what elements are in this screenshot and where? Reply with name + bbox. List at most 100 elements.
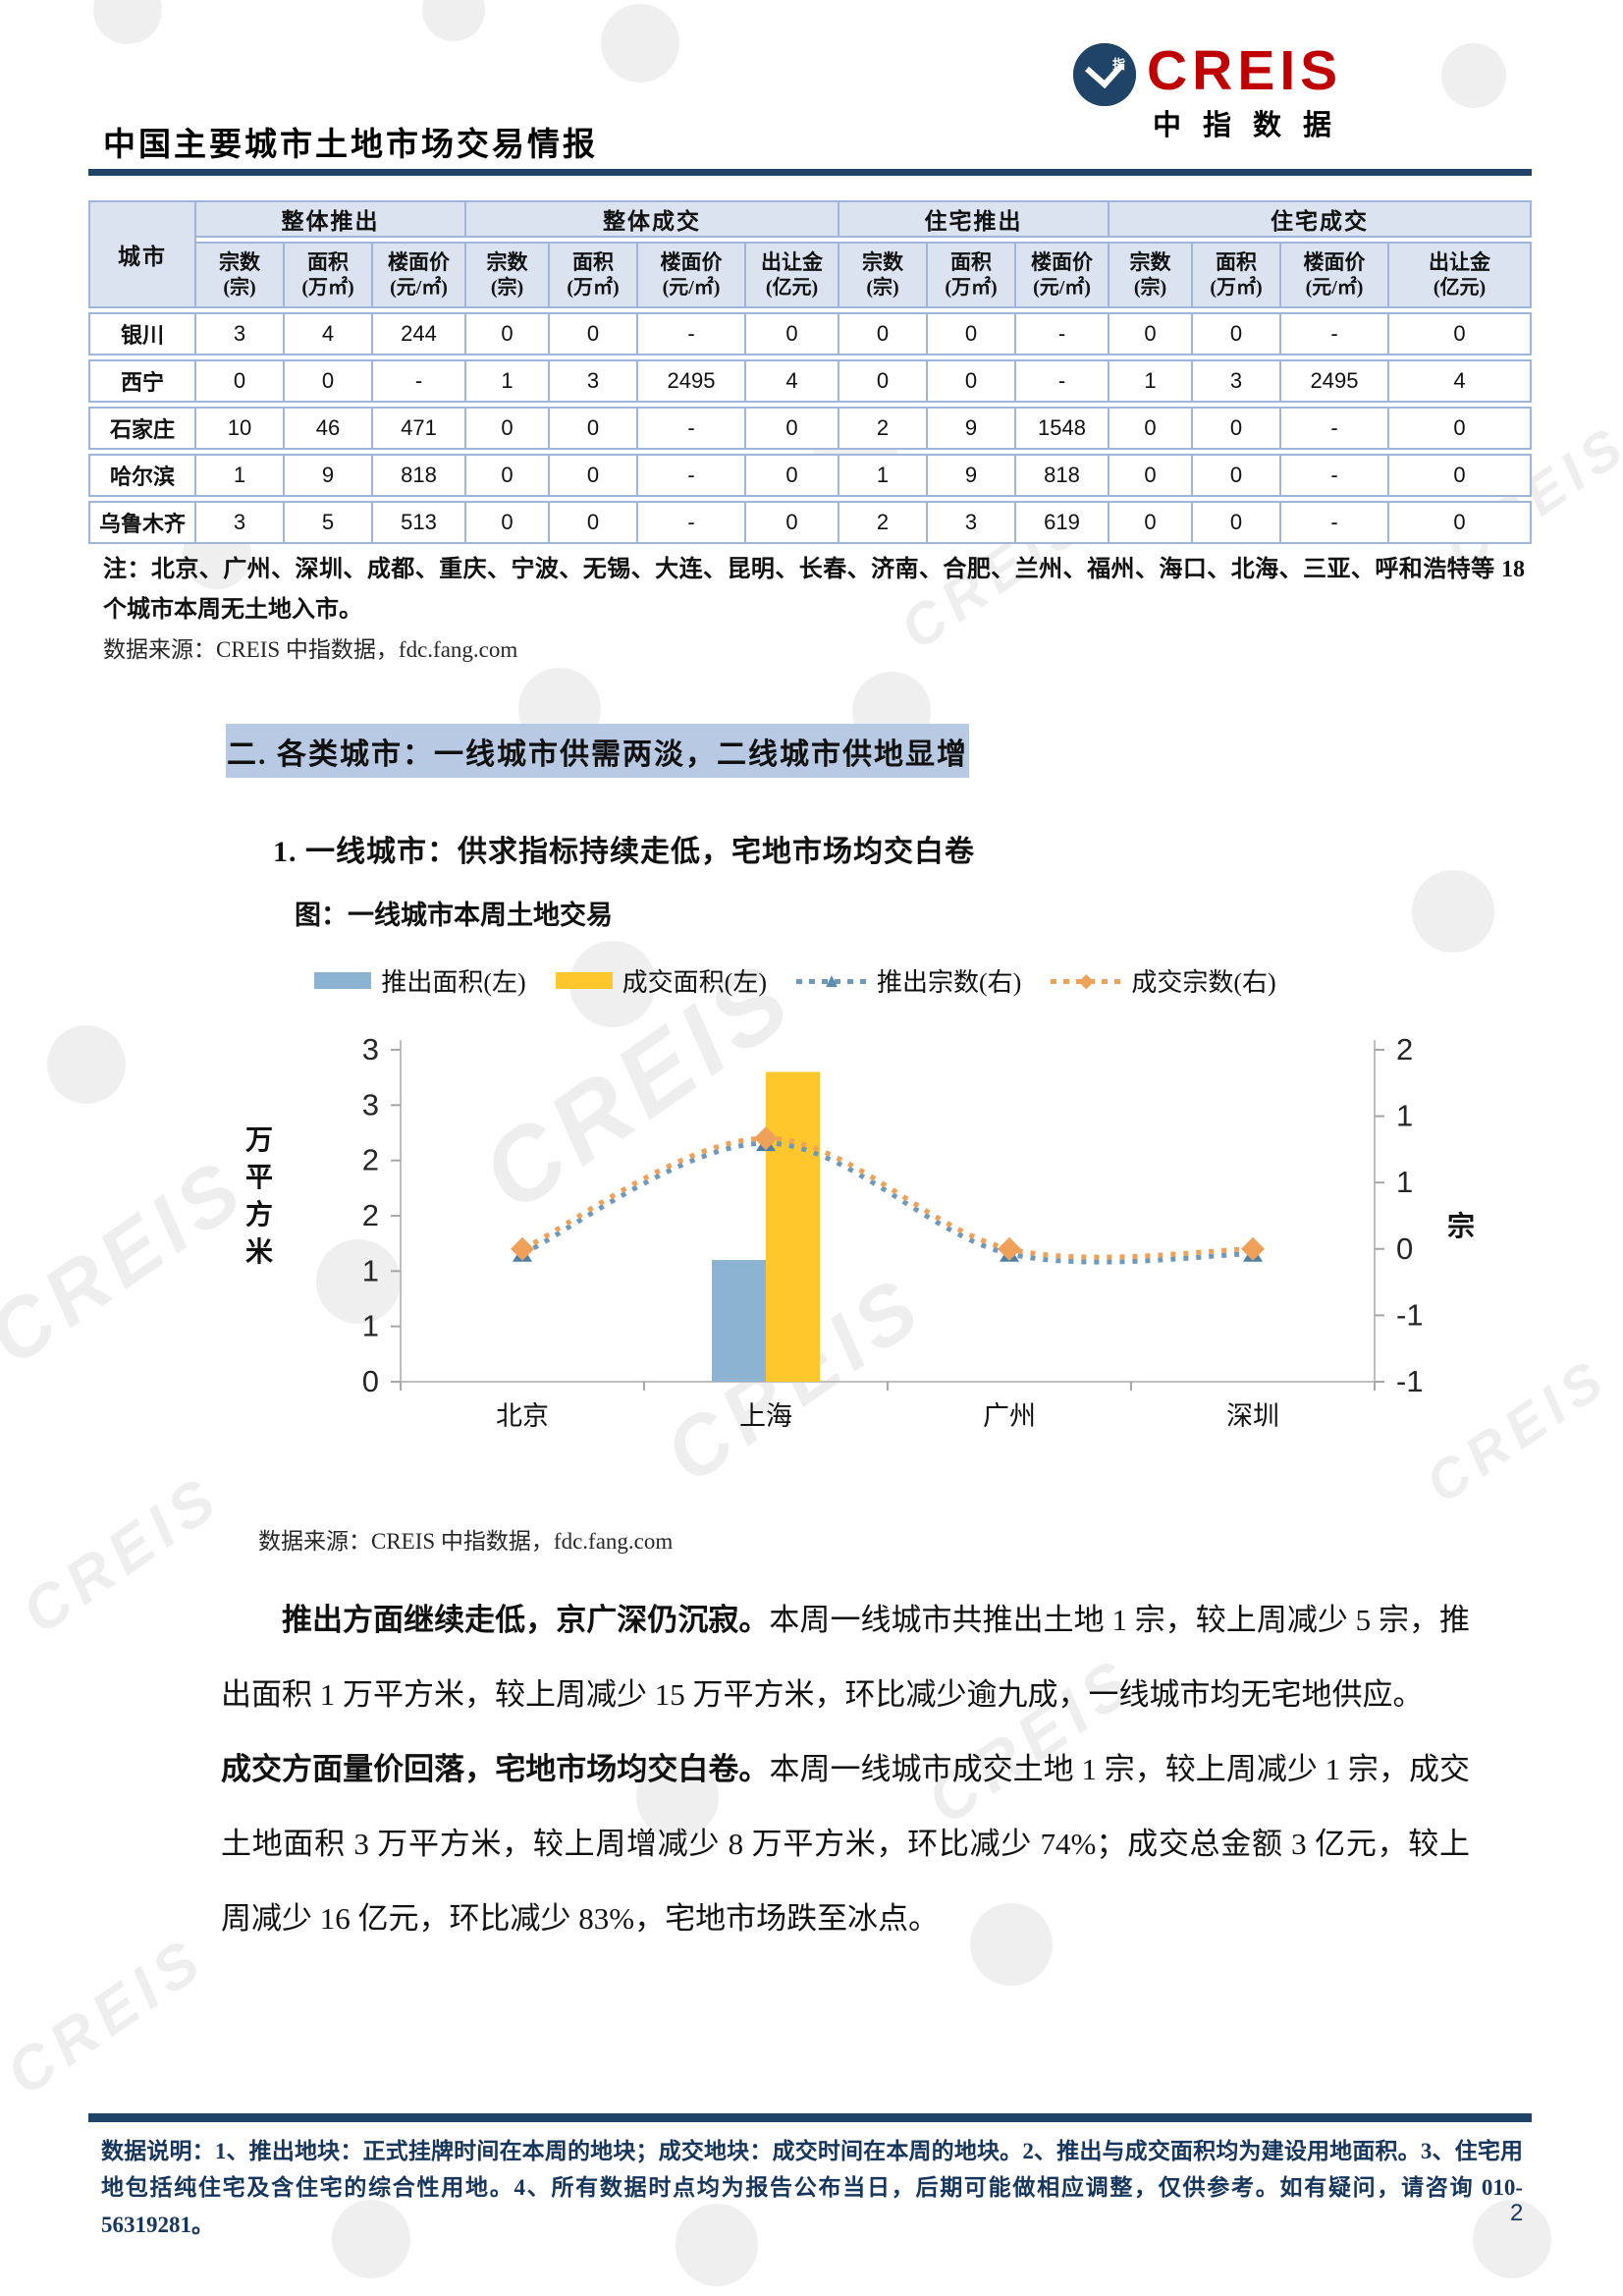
value-cell: 5 — [285, 501, 373, 544]
svg-text:-1: -1 — [1396, 1364, 1424, 1398]
city-cell: 银川 — [88, 312, 196, 355]
col-group-header: 住宅成交 — [1109, 200, 1533, 238]
value-cell: 1 — [196, 454, 285, 497]
footer-note: 数据说明：1、推出地块：正式挂牌时间在本周的地块；成交地块：成交时间在本周的地块… — [101, 2139, 1523, 2237]
value-cell: 0 — [839, 312, 929, 355]
table-source: 数据来源：CREIS 中指数据，fdc.fang.com — [103, 637, 518, 662]
svg-text:2: 2 — [362, 1198, 379, 1232]
value-cell: - — [373, 359, 467, 403]
value-cell: 0 — [746, 407, 840, 450]
value-cell: 0 — [1389, 501, 1533, 544]
value-cell: 3 — [550, 359, 639, 403]
value-cell: 0 — [928, 312, 1017, 355]
legend-bar-swatch-icon — [555, 972, 613, 989]
svg-text:3: 3 — [362, 1087, 379, 1121]
value-cell: 9 — [928, 454, 1017, 497]
chart-area: 3 3 2 2 1 1 0 2 1 1 0 -1 -1 北京 上海 广州 深圳 万平方米宗 — [216, 1011, 1502, 1468]
value-cell: - — [638, 312, 747, 355]
value-cell: 0 — [1389, 454, 1533, 497]
value-cell: 619 — [1016, 501, 1110, 544]
value-cell: 818 — [1016, 454, 1110, 497]
legend-line-swatch-icon: ◆ — [1051, 969, 1122, 993]
col-subheader: 面积 (万㎡) — [285, 242, 373, 308]
value-cell: 0 — [550, 501, 639, 544]
col-subheader: 楼面价 (元/㎡) — [638, 242, 747, 308]
value-cell: 0 — [550, 407, 639, 450]
chart-legend: 推出面积(左) 成交面积(左) ▲ 推出宗数(右) ◆ 成交宗数(右) — [226, 962, 1365, 999]
creis-logo-text: CREIS — [1147, 39, 1343, 102]
legend-item: ◆ 成交宗数(右) — [1051, 962, 1276, 999]
svg-text:1: 1 — [1396, 1099, 1413, 1133]
watermark-circle — [601, 4, 679, 82]
col-subheader: 楼面价 (元/㎡) — [1016, 242, 1110, 308]
value-cell: 0 — [839, 359, 929, 403]
paragraph: 成交方面量价回落，宅地市场均交白卷。本周一线城市成交土地 1 宗，较上周减少 1… — [221, 1732, 1470, 1956]
svg-text:北京: 北京 — [496, 1401, 549, 1431]
value-cell: 4 — [1389, 359, 1533, 403]
value-cell: 2 — [839, 501, 929, 544]
table-row: 石家庄 10 46 471 0 0-0 2 9 1548 0 0-0 — [88, 407, 1533, 450]
svg-text:3: 3 — [362, 1032, 379, 1066]
legend-label: 推出宗数(右) — [877, 968, 1022, 997]
paragraph-body: 本周一线城市成交土地 1 宗，较上周减少 1 宗，成交土地面积 3 万平方米，较… — [221, 1751, 1471, 1936]
paragraph: 推出方面继续走低，京广深仍沉寂。本周一线城市共推出土地 1 宗，较上周减少 5 … — [221, 1583, 1470, 1732]
col-group-header: 整体成交 — [466, 200, 840, 238]
value-cell: - — [1016, 312, 1110, 355]
value-cell: 0 — [1109, 501, 1194, 544]
value-cell: 1 — [839, 454, 929, 497]
col-subheader: 宗数 (宗) — [466, 242, 551, 308]
legend-item: ▲ 推出宗数(右) — [796, 962, 1021, 999]
value-cell: 1548 — [1016, 407, 1110, 450]
table-note: 注：北京、广州、深圳、成都、重庆、宁波、无锡、大连、昆明、长春、济南、合肥、兰州… — [103, 557, 1525, 623]
watermark-creis: CREIS — [0, 1924, 219, 2109]
legend-label: 推出面积(左) — [381, 968, 526, 997]
value-cell: 0 — [285, 359, 373, 403]
value-cell: 2495 — [638, 359, 747, 403]
legend-line-swatch-icon: ▲ — [796, 969, 867, 993]
watermark-circle — [93, 0, 162, 44]
value-cell: 0 — [746, 501, 840, 544]
svg-text:1: 1 — [362, 1309, 379, 1343]
footer-rule — [88, 2113, 1532, 2122]
col-subheader: 出让金 (亿元) — [1389, 242, 1533, 308]
svg-text:-1: -1 — [1396, 1297, 1424, 1332]
value-cell: 4 — [285, 312, 373, 355]
col-subheader: 宗数 (宗) — [1109, 242, 1194, 308]
svg-text:广州: 广州 — [983, 1401, 1036, 1431]
table-row: 西宁 0 0-1 3 2495 4 0 0-1 3 2495 4 — [88, 359, 1533, 403]
svg-text:1: 1 — [1396, 1165, 1413, 1199]
col-subheader: 出让金 (亿元) — [746, 242, 840, 308]
watermark-creis: CREIS — [10, 1462, 235, 1648]
value-cell: - — [638, 407, 747, 450]
value-cell: 3 — [196, 501, 285, 544]
value-cell: 3 — [196, 312, 285, 355]
value-cell: 0 — [1193, 312, 1282, 355]
value-cell: 0 — [550, 312, 639, 355]
creis-logo-subtext: 中指数据 — [1153, 110, 1354, 141]
legend-label: 成交宗数(右) — [1131, 968, 1276, 997]
creis-badge-icon: 指 — [1073, 43, 1136, 106]
value-cell: 0 — [466, 501, 551, 544]
value-cell: 9 — [928, 407, 1017, 450]
value-cell: 46 — [285, 407, 373, 450]
value-cell: 0 — [466, 454, 551, 497]
svg-text:0: 0 — [1396, 1231, 1413, 1266]
value-cell: 0 — [746, 454, 840, 497]
value-cell: 818 — [373, 454, 467, 497]
col-subheader: 楼面价 (元/㎡) — [1281, 242, 1390, 308]
col-group-header: 住宅推出 — [839, 200, 1110, 238]
page-number: 2 — [1510, 2200, 1524, 2226]
value-cell: 2 — [839, 407, 929, 450]
svg-text:2: 2 — [1396, 1032, 1413, 1066]
value-cell: 471 — [373, 407, 467, 450]
col-group-header: 整体推出 — [196, 200, 467, 238]
city-cell: 石家庄 — [88, 407, 196, 450]
value-cell: - — [638, 501, 747, 544]
section-heading: 二. 各类城市：一线城市供需两淡，二线城市供地显增 — [226, 724, 969, 778]
value-cell: 3 — [1193, 359, 1282, 403]
col-header-city: 城市 — [88, 200, 196, 308]
value-cell: 1 — [1109, 359, 1194, 403]
body-text: 推出方面继续走低，京广深仍沉寂。本周一线城市共推出土地 1 宗，较上周减少 5 … — [221, 1583, 1470, 1956]
value-cell: - — [1281, 501, 1390, 544]
